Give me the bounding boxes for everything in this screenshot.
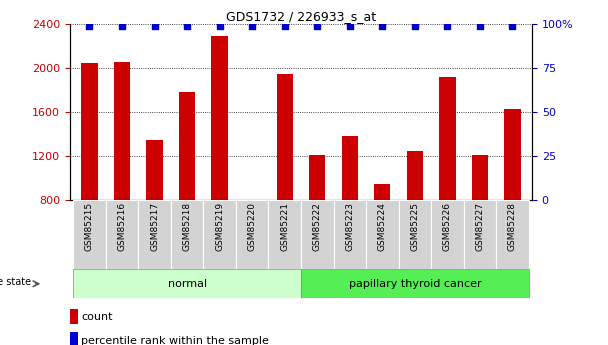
Bar: [73, 200, 106, 269]
Point: [345, 23, 354, 29]
Text: GSM85216: GSM85216: [117, 202, 126, 251]
Point: [378, 23, 387, 29]
Text: GSM85221: GSM85221: [280, 202, 289, 251]
Bar: [301, 269, 529, 298]
Text: GSM85226: GSM85226: [443, 202, 452, 251]
Bar: [277, 73, 293, 200]
Text: GSM85220: GSM85220: [247, 202, 257, 251]
Point: [508, 23, 517, 29]
Bar: [399, 200, 431, 269]
Text: GSM85224: GSM85224: [378, 202, 387, 251]
Point: [182, 23, 192, 29]
Bar: [70, 309, 78, 324]
Point: [117, 23, 127, 29]
Text: GSM85223: GSM85223: [345, 202, 354, 251]
Bar: [81, 63, 97, 200]
Bar: [366, 200, 399, 269]
Text: GSM85215: GSM85215: [85, 202, 94, 251]
Bar: [342, 136, 358, 200]
Title: GDS1732 / 226933_s_at: GDS1732 / 226933_s_at: [226, 10, 376, 23]
Point: [280, 23, 289, 29]
Bar: [431, 200, 464, 269]
Bar: [106, 200, 138, 269]
Bar: [171, 200, 203, 269]
Point: [150, 23, 159, 29]
Point: [247, 23, 257, 29]
Point: [313, 23, 322, 29]
Bar: [301, 200, 334, 269]
Bar: [407, 151, 423, 200]
Point: [410, 23, 420, 29]
Bar: [309, 155, 325, 200]
Bar: [496, 200, 529, 269]
Text: GSM85225: GSM85225: [410, 202, 420, 251]
Text: GSM85227: GSM85227: [475, 202, 485, 251]
Bar: [73, 269, 301, 298]
Point: [443, 23, 452, 29]
Text: GSM85219: GSM85219: [215, 202, 224, 251]
Bar: [439, 77, 455, 200]
Bar: [472, 155, 488, 200]
Bar: [505, 109, 520, 200]
Text: count: count: [81, 312, 113, 322]
Bar: [374, 184, 390, 200]
Bar: [334, 200, 366, 269]
Point: [85, 23, 94, 29]
Text: disease state: disease state: [0, 277, 32, 287]
Bar: [70, 332, 78, 345]
Text: GSM85217: GSM85217: [150, 202, 159, 251]
Text: GSM85218: GSM85218: [182, 202, 192, 251]
Bar: [212, 36, 228, 200]
Bar: [464, 200, 496, 269]
Bar: [236, 200, 268, 269]
Bar: [268, 200, 301, 269]
Text: percentile rank within the sample: percentile rank within the sample: [81, 336, 269, 345]
Bar: [147, 140, 163, 200]
Text: normal: normal: [168, 279, 207, 289]
Text: papillary thyroid cancer: papillary thyroid cancer: [348, 279, 481, 289]
Text: GSM85222: GSM85222: [313, 202, 322, 251]
Point: [475, 23, 485, 29]
Bar: [138, 200, 171, 269]
Bar: [203, 200, 236, 269]
Bar: [114, 61, 130, 200]
Bar: [179, 92, 195, 200]
Text: GSM85228: GSM85228: [508, 202, 517, 251]
Point: [215, 23, 224, 29]
